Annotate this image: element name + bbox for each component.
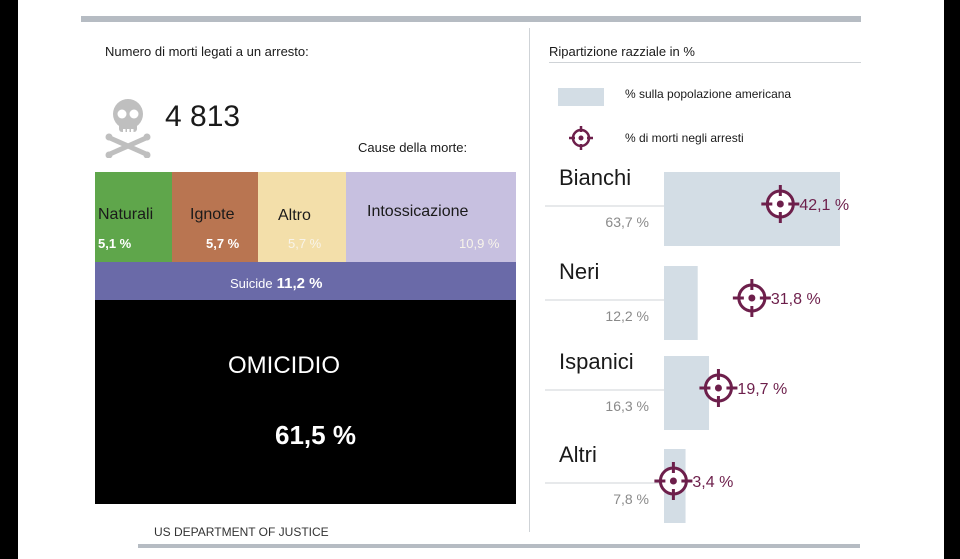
population-bar-ispanici (664, 356, 710, 430)
cause-altro: Altro 5,7 % (258, 172, 346, 262)
cause-naturali-pct: 5,1 % (98, 236, 132, 251)
death-marker-bianchi-icon (761, 185, 800, 223)
cause-intossicazione-name: Intossicazione (367, 203, 469, 220)
cause-suicide-name: Suicide (230, 276, 273, 291)
right-margin (878, 0, 944, 559)
cause-omicidio: OMICIDIO 61,5 % (95, 300, 516, 504)
cause-suicide: Suicide 11,2 % (95, 262, 516, 300)
death-marker-ispanici-icon (699, 369, 738, 407)
causes-title: Cause della morte: (358, 140, 468, 155)
left-frame (0, 0, 18, 559)
death-value-bianchi: 42,1 % (799, 197, 849, 214)
cause-altro-name: Altro (278, 207, 311, 224)
bottom-rule (138, 544, 860, 548)
cause-ignote-pct: 5,7 % (206, 236, 240, 251)
race-label-altri: Altri (559, 442, 597, 467)
death-value-ispanici: 19,7 % (737, 381, 787, 398)
race-label-neri: Neri (559, 259, 599, 284)
population-value-ispanici: 16,3 % (605, 398, 649, 414)
legend-population-swatch (558, 88, 604, 106)
legend-population-label: % sulla popolazione americana (625, 87, 792, 101)
cause-omicidio-name: OMICIDIO (228, 352, 340, 379)
cause-naturali-name: Naturali (98, 206, 154, 223)
legend-deaths-label: % di morti negli arresti (625, 131, 744, 145)
population-value-bianchi: 63,7 % (605, 214, 649, 230)
population-value-altri: 7,8 % (613, 491, 649, 507)
race-title-rule (549, 62, 861, 63)
death-marker-neri-icon (732, 279, 771, 317)
death-value-neri: 31,8 % (771, 291, 821, 308)
top-rule (81, 16, 861, 22)
infographic-panel: Numero di morti legati a un arresto: 4 8… (18, 0, 878, 559)
cause-ignote-name: Ignote (190, 206, 235, 223)
cause-naturali: Naturali 5,1 % (95, 172, 172, 262)
population-value-neri: 12,2 % (605, 308, 649, 324)
race-label-bianchi: Bianchi (559, 165, 631, 190)
cause-suicide-label: Suicide 11,2 % (230, 275, 323, 292)
cause-suicide-pct: 11,2 % (276, 275, 323, 292)
right-frame (944, 0, 960, 559)
cause-omicidio-pct: 61,5 % (275, 420, 356, 450)
cause-ignote: Ignote 5,7 % (172, 172, 258, 262)
target-icon (569, 126, 593, 150)
race-chart-title: Ripartizione razziale in % (549, 44, 695, 59)
population-bar-bianchi (664, 172, 840, 246)
skull-icon (105, 99, 151, 158)
source-credit: US DEPARTMENT OF JUSTICE (154, 525, 329, 539)
race-chart: Bianchi 63,7 % 42,1 % Neri 12,2 % 31,8 % Ispan… (545, 165, 849, 523)
race-label-ispanici: Ispanici (559, 349, 634, 374)
column-divider (529, 28, 530, 532)
total-deaths: 4 813 (165, 100, 241, 133)
cause-intossicazione-pct: 10,9 % (459, 236, 500, 251)
cause-intossicazione: Intossicazione 10,9 % (346, 172, 516, 262)
cause-altro-pct: 5,7 % (288, 236, 322, 251)
population-bar-neri (664, 266, 698, 340)
death-value-altri: 3,4 % (692, 474, 733, 491)
deaths-headline: Numero di morti legati a un arresto: (105, 44, 309, 59)
death-marker-altri-icon (654, 462, 693, 500)
